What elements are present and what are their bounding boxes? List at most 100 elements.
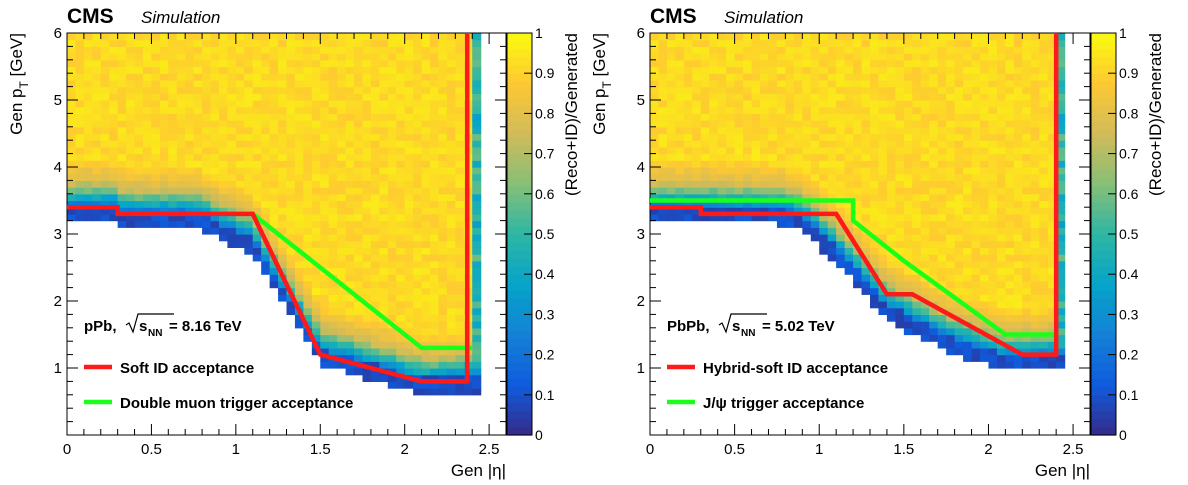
axis-ticks bbox=[66, 32, 507, 436]
efficiency-cell bbox=[709, 193, 719, 202]
efficiency-cell bbox=[1005, 227, 1015, 235]
efficiency-cell bbox=[912, 153, 922, 161]
efficiency-cell bbox=[294, 66, 304, 74]
efficiency-cell bbox=[354, 167, 364, 175]
efficiency-cell bbox=[446, 173, 456, 181]
efficiency-cell bbox=[446, 140, 456, 148]
efficiency-cell bbox=[370, 327, 380, 336]
efficiency-cell bbox=[929, 33, 939, 41]
efficiency-cell bbox=[1039, 146, 1049, 155]
efficiency-cell bbox=[692, 100, 702, 108]
efficiency-cell bbox=[455, 354, 465, 362]
efficiency-cell bbox=[937, 33, 947, 41]
efficiency-cell bbox=[751, 59, 761, 68]
efficiency-cell bbox=[455, 274, 465, 282]
efficiency-cell bbox=[337, 59, 347, 68]
efficiency-cell bbox=[413, 260, 423, 269]
efficiency-cell bbox=[751, 173, 761, 181]
efficiency-cell bbox=[920, 267, 930, 275]
efficiency-cell bbox=[920, 106, 930, 114]
efficiency-cell bbox=[700, 126, 710, 135]
efficiency-cell bbox=[328, 133, 338, 141]
efficiency-cell bbox=[878, 160, 888, 168]
efficiency-cell bbox=[853, 167, 863, 175]
efficiency-cell bbox=[430, 126, 440, 135]
efficiency-cell bbox=[988, 274, 998, 282]
efficiency-cell bbox=[895, 39, 905, 47]
efficiency-cell bbox=[819, 66, 829, 74]
efficiency-cell bbox=[421, 247, 431, 255]
efficiency-cell bbox=[278, 294, 288, 302]
efficiency-cell bbox=[1056, 173, 1066, 181]
color-scale-band bbox=[507, 250, 532, 259]
efficiency-cell bbox=[126, 220, 136, 228]
efficiency-cell bbox=[1005, 321, 1015, 329]
color-scale-band bbox=[1091, 370, 1116, 380]
efficiency-cell bbox=[776, 120, 786, 128]
efficiency-cell bbox=[438, 59, 448, 68]
efficiency-cell bbox=[886, 113, 896, 121]
efficiency-cell bbox=[937, 73, 947, 81]
efficiency-cell bbox=[912, 227, 922, 235]
efficiency-cell bbox=[870, 207, 880, 215]
efficiency-cell bbox=[235, 173, 245, 181]
efficiency-cell bbox=[1047, 240, 1057, 248]
efficiency-cell bbox=[421, 220, 431, 228]
efficiency-cell bbox=[328, 160, 338, 168]
efficiency-cell bbox=[446, 133, 456, 141]
efficiency-cell bbox=[472, 280, 482, 289]
efficiency-cell bbox=[726, 39, 736, 47]
efficiency-cell bbox=[675, 79, 685, 88]
efficiency-cell bbox=[345, 247, 355, 255]
efficiency-cell bbox=[151, 59, 161, 68]
efficiency-cell bbox=[1056, 46, 1066, 54]
efficiency-cell bbox=[1022, 361, 1032, 369]
efficiency-cell bbox=[1005, 301, 1015, 309]
efficiency-cell bbox=[878, 187, 888, 195]
collision-system-label: PbPb, bbox=[667, 318, 710, 335]
efficiency-cell bbox=[328, 334, 338, 342]
efficiency-cell bbox=[1047, 59, 1057, 68]
efficiency-cell bbox=[785, 33, 795, 41]
efficiency-cell bbox=[379, 254, 389, 262]
efficiency-cell bbox=[202, 73, 212, 81]
efficiency-cell bbox=[134, 140, 144, 148]
efficiency-cell bbox=[278, 187, 288, 195]
efficiency-cell bbox=[785, 167, 795, 175]
efficiency-cell bbox=[1022, 347, 1032, 356]
efficiency-cell bbox=[142, 39, 153, 47]
efficiency-cell bbox=[117, 153, 127, 161]
efficiency-cell bbox=[717, 86, 727, 94]
efficiency-cell bbox=[455, 160, 465, 168]
efficiency-cell bbox=[886, 93, 896, 101]
efficiency-cell bbox=[819, 146, 829, 155]
efficiency-cell bbox=[185, 100, 195, 108]
efficiency-map bbox=[67, 33, 482, 396]
efficiency-cell bbox=[802, 113, 812, 121]
efficiency-cell bbox=[988, 187, 998, 195]
efficiency-cell bbox=[404, 113, 414, 121]
efficiency-cell bbox=[980, 160, 990, 168]
efficiency-cell bbox=[109, 200, 119, 208]
efficiency-cell bbox=[683, 53, 693, 61]
efficiency-cell bbox=[142, 86, 153, 94]
efficiency-cell bbox=[100, 167, 110, 175]
efficiency-cell bbox=[446, 193, 456, 202]
efficiency-cell bbox=[421, 133, 431, 141]
efficiency-cell bbox=[988, 314, 998, 322]
efficiency-cell bbox=[328, 33, 338, 41]
efficiency-cell bbox=[337, 126, 347, 135]
efficiency-cell bbox=[311, 59, 321, 68]
efficiency-cell bbox=[819, 33, 829, 41]
efficiency-cell bbox=[252, 180, 262, 188]
efficiency-cell bbox=[455, 327, 465, 336]
efficiency-cell bbox=[929, 126, 939, 135]
efficiency-cell bbox=[430, 146, 440, 155]
efficiency-cell bbox=[1039, 73, 1049, 81]
efficiency-cell bbox=[878, 93, 888, 101]
efficiency-cell bbox=[294, 321, 304, 329]
efficiency-cell bbox=[278, 260, 288, 269]
efficiency-cell bbox=[320, 260, 330, 269]
efficiency-cell bbox=[67, 187, 77, 195]
efficiency-cell bbox=[776, 59, 786, 68]
